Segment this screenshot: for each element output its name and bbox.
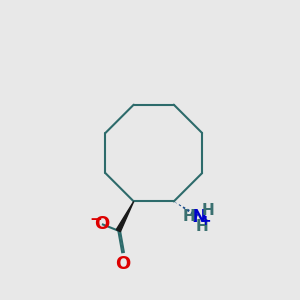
Text: −: − <box>90 212 102 226</box>
Text: H: H <box>196 219 209 234</box>
Text: H: H <box>183 209 196 224</box>
Text: O: O <box>94 215 109 233</box>
Text: +: + <box>200 214 211 228</box>
Text: H: H <box>201 203 214 218</box>
Text: O: O <box>115 255 130 273</box>
Text: N: N <box>191 208 206 226</box>
Polygon shape <box>116 201 134 232</box>
